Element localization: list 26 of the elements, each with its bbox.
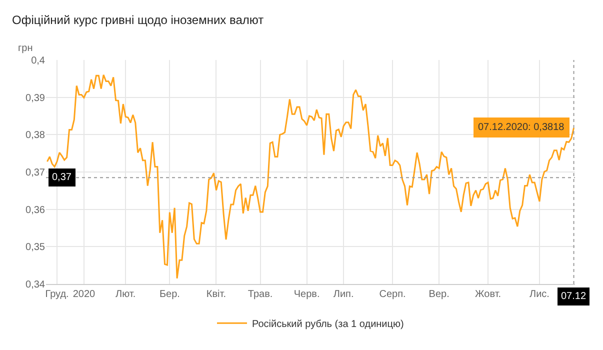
legend-label: Російський рубль (за 1 одиницю) (252, 319, 404, 330)
x-tick-label: Квіт. (206, 289, 226, 300)
x-tick-label: Жовт. (475, 289, 502, 300)
y-tick-label: 0,35 (26, 242, 46, 254)
x-tick-label: Лис. (530, 289, 550, 300)
ref-line-label: 0,37 (52, 172, 72, 183)
x-tick-label: 2020 (72, 289, 96, 300)
annotation: 07.12.2020: 0,3818 (478, 122, 565, 133)
x-tick-label: Лип. (333, 289, 354, 300)
chart-title: Офіційний курс гривні щодо іноземних валют (12, 13, 264, 28)
y-tick-label: 0,39 (26, 92, 46, 104)
y-tick-label: 0,34 (26, 280, 46, 290)
x-tick-label: Бер. (159, 289, 180, 300)
line-series (46, 74, 575, 280)
y-tick-label: 0,38 (26, 130, 46, 142)
x-tick-label: Черв. (294, 289, 320, 300)
x-tick-label: Трав. (248, 289, 273, 300)
y-tick-label: 0,4 (31, 56, 46, 66)
x-tick-label: Вер. (428, 289, 450, 300)
x-tick-label: Серп. (379, 289, 406, 300)
y-axis-title: грн (18, 43, 33, 54)
y-tick-label: 0,37 (26, 168, 46, 178)
x-tick-label: 07.12 (561, 291, 586, 302)
x-tick-label: Лют. (116, 289, 136, 300)
y-tick-label: 0,36 (26, 204, 46, 216)
x-tick-label: Груд. (45, 289, 69, 300)
